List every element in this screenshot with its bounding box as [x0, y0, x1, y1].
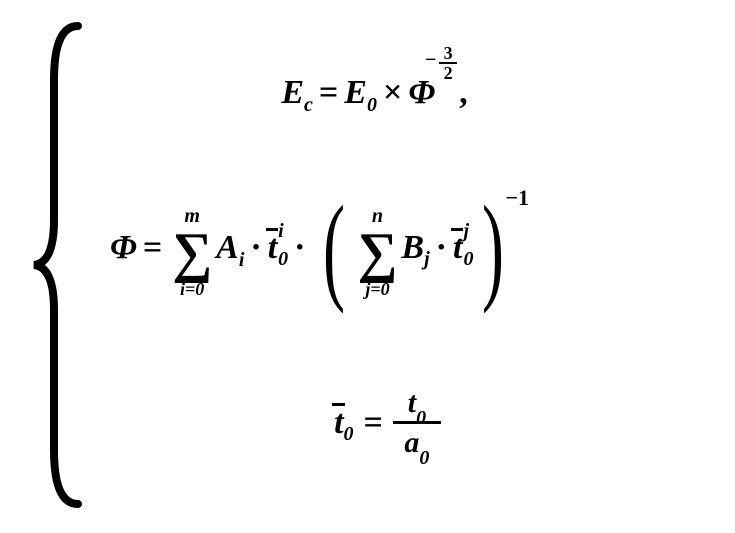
exponent-neg-3-2: − 3 2 — [439, 44, 457, 82]
big-paren-group: ( n ∑ j=0 B j · t j 0 — [314, 200, 514, 296]
sub-j: j — [424, 248, 430, 271]
exp-minus: − — [425, 50, 436, 70]
sum-j-bot: j=0 — [365, 280, 389, 298]
t-sup-j: j — [463, 222, 473, 240]
var-E-0: E — [344, 74, 367, 112]
exp-den: 2 — [440, 64, 457, 82]
t-sub-0-c: 0 — [344, 423, 354, 446]
var-t-2: t — [453, 229, 462, 266]
equals-sign: = — [319, 74, 338, 112]
sub-i: i — [239, 249, 245, 272]
sum-i-bot: i=0 — [180, 280, 204, 298]
bar-icon-3 — [332, 403, 344, 406]
bar-icon-2 — [451, 228, 463, 231]
comma: , — [459, 74, 468, 112]
equation-1: E c = E 0 × Φ − 3 2 , — [210, 74, 539, 112]
den-a: a — [404, 426, 419, 459]
t-bar-2: t — [453, 229, 462, 267]
var-t-3: t — [334, 404, 343, 441]
var-B: B — [401, 229, 424, 267]
equation-system: E c = E 0 × Φ − 3 2 , Φ = m ∑ i=0 A — [30, 20, 539, 510]
num-t: t — [408, 386, 416, 419]
frac-den: a0 — [398, 424, 435, 461]
sigma-icon-1: ∑ — [172, 228, 212, 278]
rparen-icon: ) — [482, 200, 504, 296]
equation-3: t 0 = t0 a0 — [240, 384, 539, 461]
paren-inner: n ∑ j=0 B j · t j 0 — [353, 202, 473, 294]
equals-sign-2: = — [143, 229, 162, 267]
equation-2: Φ = m ∑ i=0 A i · t i 0 · ( — [110, 200, 539, 296]
fraction-t0-a0: t0 a0 — [393, 384, 441, 461]
left-brace-icon — [30, 20, 90, 510]
var-Phi: Φ — [408, 74, 435, 112]
times-sign: × — [383, 74, 402, 112]
cdot-1: · — [250, 229, 261, 267]
equals-sign-3: = — [364, 404, 383, 442]
sigma-icon-2: ∑ — [357, 228, 397, 278]
sum-j: n ∑ j=0 — [357, 206, 397, 298]
t-sup-i: i — [278, 222, 288, 240]
frac-num: t0 — [402, 384, 432, 421]
sub-c: c — [304, 94, 313, 117]
lparen-icon: ( — [323, 200, 345, 296]
sum-i: m ∑ i=0 — [172, 206, 212, 298]
outer-exp-neg1: −1 — [505, 185, 529, 211]
exp-num: 3 — [440, 44, 457, 62]
bar-icon-1 — [266, 228, 278, 231]
var-t-1: t — [268, 229, 277, 266]
num-sub: 0 — [416, 407, 426, 429]
equations-column: E c = E 0 × Φ − 3 2 , Φ = m ∑ i=0 A — [90, 20, 539, 510]
t-bar-1: t — [268, 229, 277, 267]
t-sub-0-a: 0 — [278, 250, 288, 268]
cdot-2: · — [294, 229, 305, 267]
t-subsup-2: j 0 — [463, 228, 473, 264]
var-Phi-lhs: Φ — [110, 229, 137, 267]
t-bar-3: t — [334, 404, 343, 442]
var-A: A — [216, 229, 239, 267]
sub-0: 0 — [367, 94, 377, 117]
var-E-c: E — [281, 74, 304, 112]
den-sub: 0 — [419, 447, 429, 469]
cdot-3: · — [436, 229, 447, 267]
t-sub-0-b: 0 — [463, 250, 473, 268]
t-subsup-1: i 0 — [278, 228, 288, 264]
